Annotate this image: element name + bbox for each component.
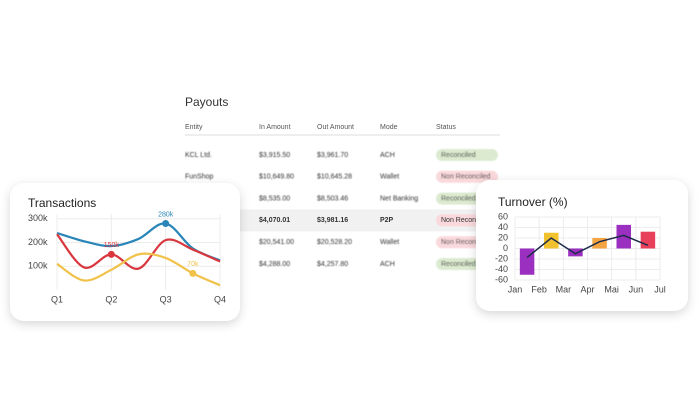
x-tick-label: Apr bbox=[580, 284, 594, 294]
y-tick-label: -20 bbox=[495, 253, 508, 263]
table-cell: $8,503.46 bbox=[317, 195, 348, 202]
status-label: Non Reconciled bbox=[441, 217, 491, 224]
table-cell: $20,541.00 bbox=[259, 239, 294, 246]
card bbox=[10, 183, 240, 321]
bar bbox=[616, 224, 631, 249]
table-row: $20,541.00 $20,528.20 Wallet Non Reconciled bbox=[259, 236, 498, 249]
bar bbox=[640, 231, 656, 249]
table-cell: $3,915.50 bbox=[259, 152, 290, 159]
row-highlight bbox=[180, 209, 500, 232]
status-label: Reconciled bbox=[441, 261, 476, 268]
table-cell: Net Banking bbox=[380, 195, 418, 202]
table-cell: ACH bbox=[380, 152, 395, 159]
x-tick-label: Q1 bbox=[51, 294, 63, 304]
column-header: Mode bbox=[380, 124, 398, 131]
chart-title: Turnover (%) bbox=[498, 195, 568, 209]
data-label: 280k bbox=[158, 211, 174, 218]
point-marker bbox=[162, 220, 170, 227]
table-cell: $3,981.16 bbox=[317, 217, 348, 224]
x-tick-label: Mar bbox=[556, 284, 572, 294]
column-header: Out Amount bbox=[317, 124, 354, 131]
y-tick-label: 60 bbox=[498, 211, 508, 221]
card bbox=[476, 180, 688, 311]
table-cell: ACH bbox=[380, 261, 395, 268]
status-label: Reconciled bbox=[441, 195, 476, 202]
table-row: KCL Ltd. $3,915.50 $3,961.70 ACH Reconciled bbox=[185, 149, 498, 161]
y-tick-label: 300k bbox=[28, 213, 48, 223]
status-label: Non Reconciled bbox=[441, 239, 491, 246]
x-tick-label: Q4 bbox=[214, 294, 226, 304]
bar bbox=[568, 248, 583, 257]
x-tick-label: Jul bbox=[654, 284, 666, 294]
table-cell: Wallet bbox=[380, 239, 399, 246]
point-marker bbox=[189, 269, 197, 277]
y-tick-label: 100k bbox=[28, 261, 48, 271]
y-tick-label: 40 bbox=[498, 222, 508, 232]
table-cell: $3,961.70 bbox=[317, 152, 348, 159]
data-label: 150k bbox=[104, 242, 120, 249]
table-cell: P2P bbox=[380, 217, 394, 224]
line-series bbox=[56, 233, 221, 270]
column-header: In Amount bbox=[259, 124, 291, 131]
status-label: Reconciled bbox=[441, 152, 476, 159]
table-cell: KCL Ltd. bbox=[185, 152, 212, 159]
table-cell: $20,528.20 bbox=[317, 239, 352, 246]
status-pill bbox=[436, 149, 498, 161]
bar bbox=[592, 238, 607, 249]
x-tick-label: Q3 bbox=[160, 294, 172, 304]
x-tick-label: Q2 bbox=[105, 294, 117, 304]
table-cell: $10,649.80 bbox=[259, 174, 294, 181]
table-row: $8,535.00 $8,503.46 Net Banking Reconciled bbox=[259, 192, 498, 205]
table-cell: $4,288.00 bbox=[259, 261, 290, 268]
table-title: Payouts bbox=[185, 95, 228, 109]
table-cell: Wallet bbox=[380, 174, 399, 181]
x-tick-label: Jun bbox=[629, 284, 644, 294]
data-label: 70k bbox=[187, 261, 199, 268]
x-tick-label: Jan bbox=[508, 284, 523, 294]
table-cell: $8,535.00 bbox=[259, 195, 290, 202]
table-row: FunShop $10,649.80 $10,645.28 Wallet Non Rec… bbox=[185, 170, 498, 183]
table-cell: $4,257.80 bbox=[317, 261, 348, 268]
transactions-card: Transactions 100k 200k 300k Q1 Q2 Q3 Q4 280k 150… bbox=[10, 183, 240, 321]
table-cell: FunShop bbox=[185, 174, 214, 181]
column-header: Status bbox=[436, 124, 456, 131]
table-cell: $4,070.01 bbox=[259, 217, 290, 224]
table-row: $4,288.00 $4,257.80 ACH Reconciled bbox=[259, 258, 498, 270]
y-tick-label: 20 bbox=[498, 232, 508, 242]
y-tick-label: 200k bbox=[28, 237, 48, 247]
x-tick-label: Feb bbox=[531, 284, 547, 294]
status-label: Non Reconciled bbox=[441, 174, 491, 181]
x-tick-label: Mai bbox=[604, 284, 619, 294]
status-pill bbox=[436, 170, 498, 183]
table-cell: $10,645.28 bbox=[317, 174, 352, 181]
bar bbox=[544, 232, 559, 249]
column-header: Entity bbox=[185, 124, 203, 131]
y-tick-label: -40 bbox=[495, 264, 508, 274]
y-tick-label: -60 bbox=[495, 274, 508, 284]
line-series bbox=[526, 234, 649, 259]
point-marker bbox=[107, 250, 115, 258]
chart-title: Transactions bbox=[28, 196, 96, 210]
y-tick-label: 0 bbox=[503, 243, 508, 253]
